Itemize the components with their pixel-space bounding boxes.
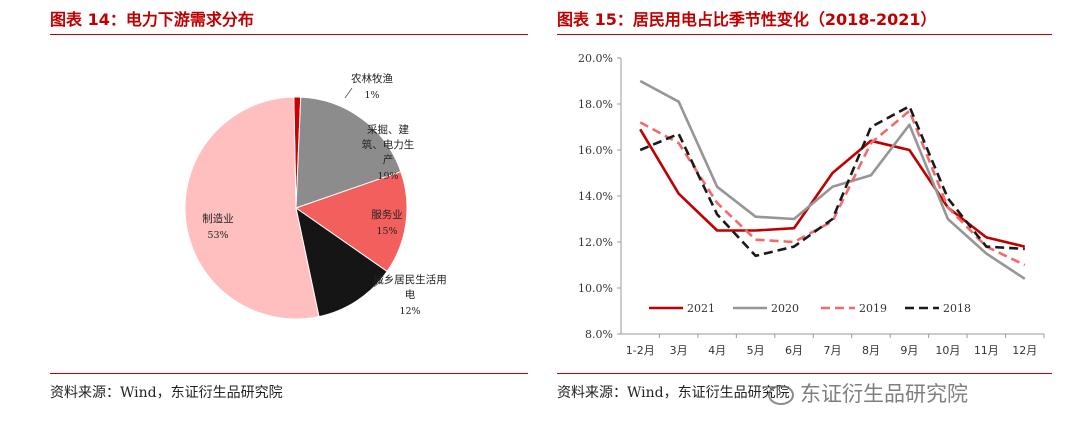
legend-label-2020: 2020	[771, 302, 799, 315]
y-tick-label: 20.0%	[578, 52, 613, 65]
pie-label-3: 城乡居民生活用	[373, 273, 447, 286]
pie-slice-3	[295, 206, 388, 318]
wechat-icon	[768, 385, 794, 405]
watermark-text: 东证衍生品研究院	[800, 382, 968, 406]
pie-chart-title: 图表 14：电力下游需求分布	[50, 10, 254, 29]
y-tick-label: 8.0%	[585, 328, 613, 341]
series-line-2019	[639, 109, 1026, 267]
source-divider	[50, 373, 528, 374]
title-divider	[50, 34, 528, 35]
pie-slice-4	[184, 96, 320, 320]
pie-panel: 图表 14：电力下游需求分布 农林牧渔 1% 采掘、建筑、电力生产 19% 服务业 15%…	[50, 0, 528, 435]
series-line-2018	[639, 105, 1025, 258]
watermark: 东证衍生品研究院	[768, 378, 968, 408]
legend-label-2019: 2019	[859, 302, 887, 315]
x-tick-label: 3月	[670, 344, 688, 357]
line-panel: 图表 15：居民用电占比季节性变化（2018-2021） 8.0% 10.0% 12…	[557, 0, 1052, 435]
pie-value-label-2: 15%	[376, 226, 397, 237]
line-chart: 8.0% 10.0% 12.0% 14.0% 16.0% 18.0% 20.0% 1-2月 3月…	[578, 52, 1045, 357]
x-tick-label: 8月	[862, 344, 880, 357]
x-tick-label: 9月	[900, 344, 918, 357]
legend-label-2021: 2021	[687, 302, 715, 315]
pie-value-label-1: 19%	[377, 171, 398, 182]
y-tick-label: 16.0%	[578, 144, 613, 157]
y-tick-label: 14.0%	[578, 190, 613, 203]
pie-label-1: 采掘、建	[367, 123, 409, 136]
x-tick-label: 1-2月	[626, 344, 655, 357]
pie-source-note: 资料来源：Wind，东证衍生品研究院	[50, 385, 283, 401]
pie-value-label-0: 1%	[364, 90, 379, 101]
x-tick-label: 5月	[747, 344, 765, 357]
pie-label-3: 电	[405, 288, 416, 301]
pie-leader-line	[373, 281, 381, 288]
pie-leader-line	[344, 87, 353, 99]
x-tick-label: 6月	[785, 344, 803, 357]
y-tick-label: 10.0%	[578, 282, 613, 295]
pie-value-label-4: 53%	[207, 230, 228, 241]
series-line-2020	[639, 79, 1026, 280]
x-tick-label: 4月	[708, 344, 726, 357]
pie-label-1: 筑、电力生	[362, 138, 415, 151]
line-chart-title: 图表 15：居民用电占比季节性变化（2018-2021）	[557, 10, 937, 29]
pie-slice-2	[294, 170, 408, 273]
x-tick-label: 7月	[824, 344, 842, 357]
pie-value-label-3: 12%	[399, 306, 420, 317]
legend-label-2018: 2018	[943, 302, 971, 315]
x-tick-label: 11月	[974, 344, 999, 357]
y-tick-label: 18.0%	[578, 98, 613, 111]
x-tick-label: 10月	[935, 344, 960, 357]
pie-label-4: 制造业	[202, 212, 234, 225]
title-divider	[557, 34, 1052, 35]
series-line-2021	[639, 128, 1026, 248]
x-tick-label: 12月	[1012, 344, 1037, 357]
pie-label-1: 产	[383, 153, 394, 166]
pie-label-2: 服务业	[371, 208, 403, 221]
line-source-note: 资料来源：Wind，东证衍生品研究院	[557, 385, 790, 401]
source-divider	[557, 373, 1052, 374]
y-tick-label: 12.0%	[578, 236, 613, 249]
pie-label-0: 农林牧渔	[351, 72, 393, 85]
